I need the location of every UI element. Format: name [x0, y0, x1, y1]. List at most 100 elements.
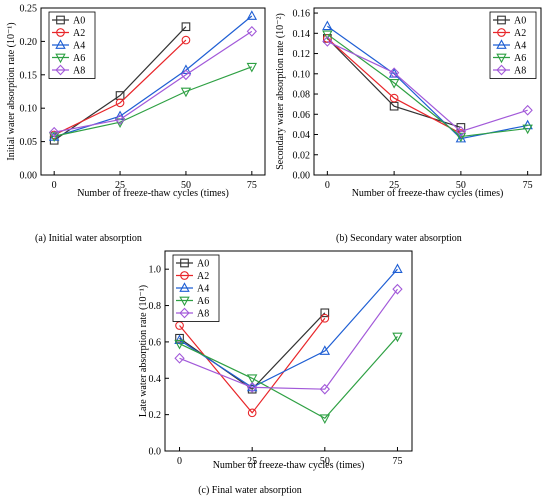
legend-label: A4: [514, 41, 526, 52]
data-point: [455, 126, 467, 137]
legend-marker: [55, 53, 66, 64]
y-axis-label: Late water absorption rate (10⁻¹): [138, 285, 149, 417]
data-point: [246, 10, 258, 20]
data-point: [247, 408, 257, 418]
legend-marker: [56, 28, 65, 37]
plot-frame: [164, 250, 413, 452]
legend-label: A2: [197, 271, 209, 282]
data-point: [247, 381, 258, 393]
legend-label: A6: [514, 53, 526, 64]
y-tick-label: 0.2: [149, 410, 162, 421]
y-tick-label: 0.10: [293, 69, 311, 80]
data-point: [388, 67, 400, 79]
y-tick-label: 0.06: [293, 110, 311, 121]
legend-marker: [496, 39, 507, 49]
y-tick-label: 0.00: [20, 171, 38, 182]
legend-label: A4: [73, 41, 85, 52]
legend-label: A8: [73, 66, 85, 77]
data-point: [246, 374, 258, 385]
data-point: [320, 313, 330, 323]
y-tick-label: 0.0: [149, 447, 162, 458]
legend-marker: [179, 282, 190, 292]
series-line: [179, 336, 398, 420]
y-tick-label: 1.0: [149, 265, 162, 276]
legend-marker: [496, 53, 507, 64]
data-point: [114, 114, 126, 125]
data-point: [180, 87, 192, 98]
legend-marker: [56, 15, 65, 25]
legend-label: A2: [73, 28, 85, 39]
panel-caption: (a) Initial water absorption: [35, 233, 142, 244]
series-line: [54, 30, 253, 133]
legend-marker: [497, 28, 506, 37]
series-line: [326, 33, 528, 138]
series-A8: [174, 283, 403, 395]
legend-label: A6: [197, 296, 209, 307]
x-axis-label: Number of freeze-thaw cycles (times): [352, 188, 504, 199]
legend-label: A0: [73, 16, 85, 27]
x-axis-label: Number of freeze-thaw cycles (times): [77, 188, 229, 199]
data-point: [174, 352, 185, 364]
chart-panel-b: 0.00 0.02 0.04 0.06 0.08 0.10 0.12 0.14 0.16 0 25 5…: [275, 7, 542, 244]
y-tick-label: 0.08: [293, 90, 311, 101]
data-point: [319, 345, 331, 355]
panel-caption: (c) Final water absorption: [198, 485, 302, 496]
data-point: [320, 308, 330, 318]
legend-marker: [496, 64, 507, 76]
data-point: [392, 283, 403, 295]
legend-marker: [179, 296, 190, 307]
data-point: [392, 332, 403, 343]
y-tick-label: 0.16: [293, 9, 311, 20]
x-tick-label: 25: [389, 180, 399, 191]
legend-label: A8: [197, 309, 209, 320]
data-point: [388, 79, 400, 89]
series-A4: [174, 263, 403, 392]
x-tick-label: 75: [247, 180, 257, 191]
x-tick-label: 0: [52, 180, 57, 191]
panel-caption: (b) Secondary water absorption: [336, 233, 462, 244]
x-tick-label: 75: [523, 180, 533, 191]
series-line: [53, 15, 253, 138]
data-point: [174, 339, 185, 350]
data-point: [389, 93, 399, 103]
y-tick-label: 0.14: [293, 29, 311, 40]
legend-marker: [55, 64, 66, 76]
series-line: [53, 26, 187, 141]
y-tick-label: 0.02: [293, 150, 311, 161]
y-tick-label: 0.8: [149, 301, 162, 312]
x-tick-label: 25: [247, 456, 257, 467]
data-point: [322, 36, 333, 47]
legend-marker: [179, 307, 190, 319]
data-point: [319, 414, 331, 425]
legend-marker: [180, 258, 189, 268]
data-point: [48, 132, 60, 143]
y-tick-label: 0.05: [20, 137, 38, 148]
plot-frame: [40, 7, 266, 176]
x-tick-label: 75: [392, 456, 402, 467]
data-point: [174, 334, 185, 344]
x-tick-label: 50: [320, 456, 330, 467]
series-line: [54, 66, 253, 137]
y-tick-label: 0.6: [149, 337, 162, 348]
data-point: [181, 35, 191, 45]
data-point: [49, 126, 60, 138]
chart-panel-a: 0.00 0.05 0.10 0.15 0.20 0.25 0 25 50 75 Number of…: [6, 4, 266, 244]
x-tick-label: 25: [115, 180, 125, 191]
y-tick-label: 0.25: [20, 4, 38, 15]
x-tick-label: 50: [181, 180, 191, 191]
y-tick-label: 0.15: [20, 70, 38, 81]
data-point: [322, 20, 333, 31]
data-point: [180, 64, 192, 74]
y-tick-label: 0.10: [20, 104, 38, 115]
y-tick-label: 0.00: [293, 171, 311, 182]
y-tick-label: 0.12: [293, 49, 311, 60]
series-line: [326, 37, 462, 135]
legend-label: A0: [514, 16, 526, 27]
data-point: [455, 132, 467, 143]
series-A8: [49, 25, 257, 138]
data-point: [246, 62, 258, 73]
x-axis-label: Number of freeze-thaw cycles (times): [213, 460, 365, 471]
